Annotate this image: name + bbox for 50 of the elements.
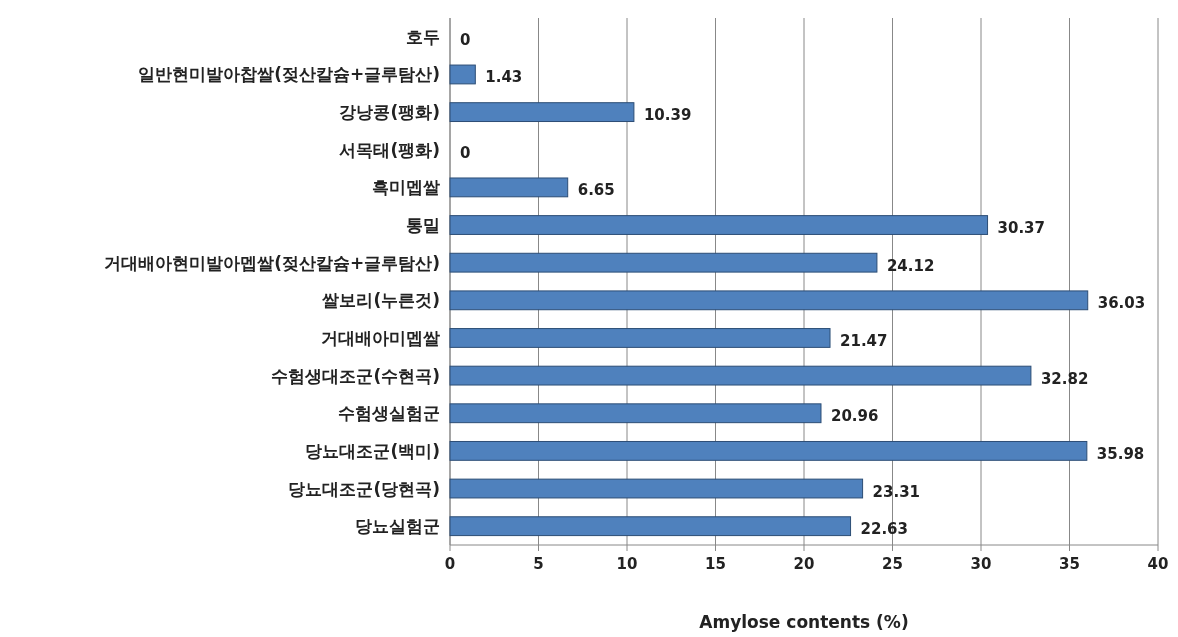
- x-tick-label: 5: [533, 555, 544, 573]
- bar: [449, 102, 635, 123]
- y-tick-label: 호두: [406, 26, 440, 47]
- data-label: 6.65: [577, 181, 615, 200]
- bar: [449, 252, 878, 273]
- data-label: 30.37: [997, 219, 1045, 238]
- y-tick-label: 거대배아미멥쌀: [321, 327, 440, 348]
- data-label: 0: [460, 30, 471, 49]
- x-tick-label: 0: [444, 555, 456, 573]
- data-label: 32.82: [1040, 369, 1089, 388]
- y-tick-label: 서목태(팽화): [339, 139, 440, 160]
- data-label: 21.47: [840, 331, 888, 350]
- y-tick-label: 통밀: [406, 215, 440, 236]
- bar: [449, 328, 831, 348]
- y-tick-label: 흑미멥쌀: [372, 177, 440, 198]
- y-tick-label: 수험생대조군(수현곡): [271, 365, 440, 386]
- data-label: 23.31: [872, 482, 921, 501]
- x-tick-label: 10: [616, 555, 638, 573]
- bar: [449, 516, 852, 537]
- data-label: 36.03: [1097, 294, 1146, 313]
- x-tick-label: 35: [1059, 555, 1080, 573]
- x-tick-label: 25: [882, 555, 903, 573]
- y-tick-label: 쌀보리(누른것): [322, 290, 440, 311]
- y-tick-label: 당뇨대조군(당현곡): [288, 478, 440, 499]
- y-tick-label: 강낭콩(팽화): [339, 102, 440, 123]
- data-label: 1.43: [485, 68, 523, 87]
- y-tick-label: 거대배아현미발아멥쌀(젖산칼슘+글루탐산): [104, 252, 440, 273]
- data-label: 0: [460, 143, 471, 162]
- x-axis-title: Amylose contents (%): [699, 612, 909, 632]
- data-label: 35.98: [1096, 444, 1145, 463]
- bar: [449, 365, 1032, 386]
- y-tick-label: 일반현미발아찹쌀(젖산칼슘+글루탐산): [138, 64, 440, 85]
- x-tick-label: 15: [705, 555, 726, 573]
- y-tick-label: 당뇨실험군: [355, 516, 440, 537]
- x-tick-label: 40: [1147, 555, 1169, 573]
- y-tick-label: 당뇨대조군(백미): [305, 440, 440, 461]
- data-label: 20.96: [830, 407, 879, 426]
- bar: [449, 215, 989, 235]
- bar: [449, 290, 1089, 311]
- bar: [449, 177, 569, 198]
- x-tick-label: 20: [793, 555, 815, 573]
- bar: [449, 478, 864, 499]
- data-label: 10.39: [643, 106, 692, 125]
- data-label: 22.63: [860, 520, 908, 539]
- bar: [449, 440, 1088, 461]
- data-label: 24.12: [886, 256, 935, 275]
- x-tick-label: 30: [970, 555, 992, 573]
- bar: [449, 64, 476, 85]
- bar: [449, 403, 822, 424]
- y-tick-label: 수험생실험군: [338, 403, 440, 424]
